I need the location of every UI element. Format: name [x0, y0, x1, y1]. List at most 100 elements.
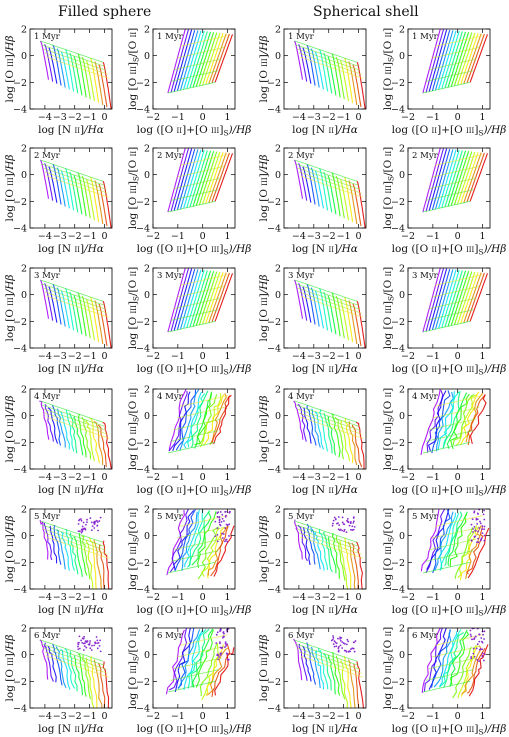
model-track [65, 168, 75, 211]
model-track [192, 628, 214, 688]
model-track [183, 149, 202, 209]
model-track [192, 270, 212, 327]
model-track [437, 391, 455, 451]
model-track [170, 148, 190, 212]
y-tick-label: 2 [21, 505, 27, 516]
model-point [82, 521, 85, 524]
y-axis-label: log [O iii]/Hβ [258, 36, 270, 103]
y-tick-label: −2 [136, 438, 150, 449]
model-tracks [294, 516, 364, 589]
x-tick-label: −1 [83, 592, 97, 603]
x-tick-label: 1 [225, 231, 231, 242]
y-tick-label: −4 [267, 704, 281, 715]
column-title-filled-sphere: Filled sphere [58, 4, 152, 20]
x-tick-label: −1 [426, 231, 440, 242]
model-tracks [422, 29, 489, 94]
y-axis-label: log [O iii]/Hβ [258, 396, 270, 463]
x-axis-label: log ([O ii]+[O iii]S​)/Hβ [137, 723, 252, 737]
x-tick-label: −1 [83, 231, 97, 242]
model-point [224, 538, 227, 541]
model-point [483, 659, 485, 662]
model-point [350, 648, 352, 651]
model-track [335, 535, 346, 581]
model-point [226, 658, 229, 661]
y-tick-label: −2 [13, 677, 27, 688]
model-point [337, 522, 339, 525]
y-tick-label: 2 [399, 385, 405, 396]
axes-frame [283, 388, 367, 470]
model-point [95, 636, 98, 638]
model-tracks [422, 268, 489, 333]
iso-ionization-track [425, 550, 474, 562]
model-point [346, 518, 349, 520]
model-point [341, 521, 344, 524]
model-track [466, 647, 486, 694]
iso-ionization-track [422, 81, 471, 94]
y-tick-label: −4 [136, 704, 150, 715]
x-axis-label: log ([O ii]+[O iii]S​)/Hβ [137, 243, 252, 257]
model-point [225, 644, 228, 647]
model-point [348, 524, 351, 527]
model-track [52, 45, 62, 86]
model-track [52, 643, 63, 686]
y-tick-label: 0 [21, 290, 27, 301]
model-track [39, 40, 50, 80]
model-track [211, 33, 230, 84]
model-track [179, 30, 199, 91]
model-track [446, 392, 468, 449]
model-track [447, 150, 467, 207]
model-point [352, 641, 355, 644]
age-label: 4 Myr [157, 392, 184, 402]
model-point [96, 647, 99, 650]
model-track [352, 303, 362, 347]
model-point [78, 635, 81, 638]
model-point [86, 640, 89, 642]
x-tick-label: 0 [200, 231, 206, 242]
y-tick-label: 2 [275, 385, 281, 396]
model-point [337, 650, 340, 653]
iso-ionization-track [435, 634, 483, 646]
model-point [219, 654, 222, 656]
model-point [95, 519, 98, 522]
model-track [469, 34, 489, 83]
model-track [431, 629, 451, 688]
model-point [88, 642, 91, 644]
model-point [228, 535, 230, 537]
iso-ionization-track [180, 395, 228, 407]
model-track [457, 525, 478, 578]
model-track [335, 295, 345, 339]
x-axis-label: log [N ii]/Hα [38, 723, 104, 735]
model-point [339, 644, 342, 647]
model-point [477, 537, 480, 540]
model-track [293, 279, 304, 319]
model-point [335, 645, 338, 648]
x-tick-label: 0 [455, 472, 461, 483]
model-track [52, 405, 62, 446]
model-track [77, 53, 87, 98]
iso-ionization-track [422, 561, 471, 574]
model-track [319, 409, 328, 452]
model-track [183, 269, 202, 329]
model-point [83, 527, 86, 530]
x-axis-label: log [N ii]/Hα [292, 484, 358, 496]
model-track [330, 413, 341, 458]
y-axis-label: log [O iii]S​/[O ii] [127, 267, 141, 349]
model-track [438, 149, 457, 209]
model-track [442, 390, 461, 449]
model-point [81, 530, 84, 533]
y-tick-label: −2 [13, 317, 27, 328]
model-track [97, 424, 107, 468]
model-track [98, 64, 108, 108]
model-point [224, 515, 227, 518]
iso-ionization-track [170, 430, 219, 442]
age-label: 3 Myr [412, 271, 439, 281]
y-tick-label: −2 [267, 677, 281, 688]
age-label: 2 Myr [288, 151, 315, 161]
model-point [333, 516, 336, 519]
model-point [338, 645, 340, 648]
iso-ionization-track [295, 44, 359, 67]
